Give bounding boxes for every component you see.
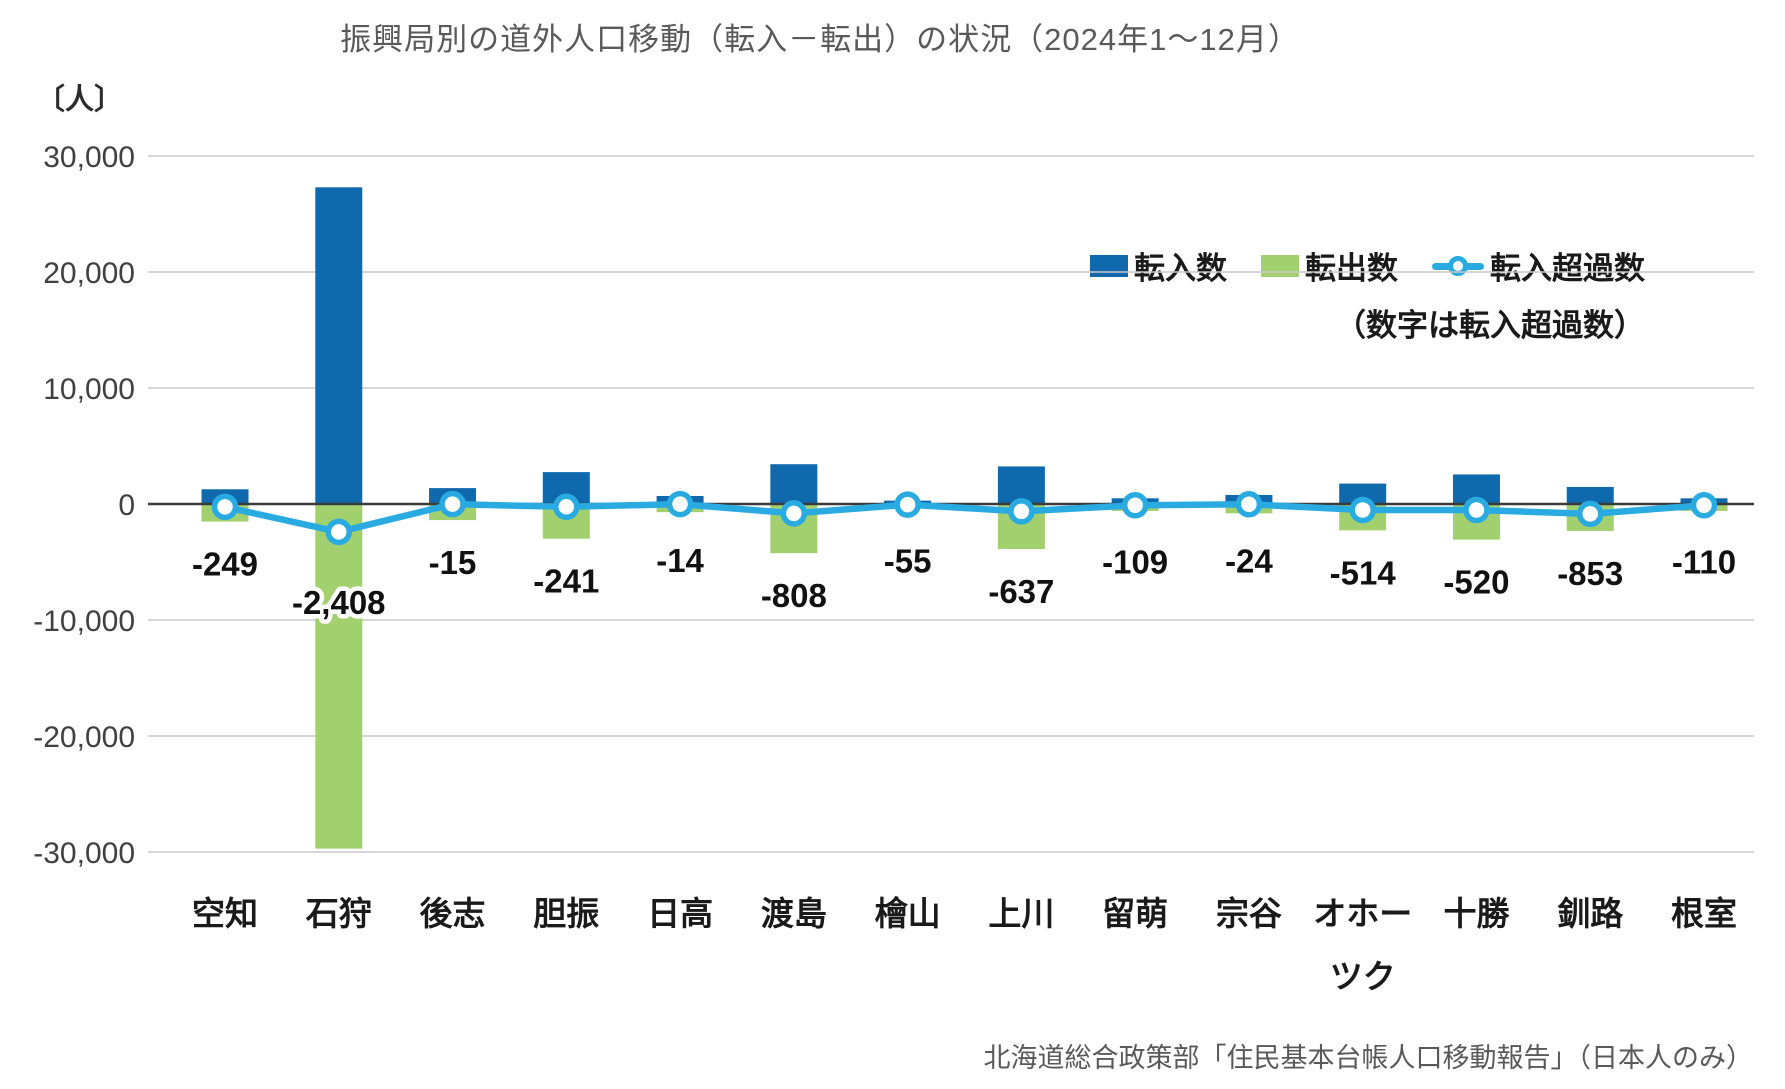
data-label: -249 — [192, 546, 258, 583]
net-marker — [1349, 496, 1376, 524]
y-tick-label: 0 — [118, 489, 135, 522]
legend-label-net: 転入超過数 — [1490, 251, 1645, 286]
bar-in — [770, 464, 818, 504]
legend-item-in: 転入数 — [1090, 243, 1227, 288]
data-label: -514 — [1330, 554, 1397, 591]
category-label: ツク — [1330, 958, 1396, 995]
legend-dot-icon — [1448, 255, 1468, 276]
legend-item-net: 転入超過数 — [1432, 243, 1645, 288]
data-label: -241 — [533, 563, 599, 600]
net-marker — [780, 500, 808, 527]
y-tick-label: -10,000 — [33, 605, 135, 638]
net-marker — [211, 493, 239, 521]
legend-line-marker-icon — [1432, 254, 1484, 278]
category-label: 檜山 — [875, 895, 941, 932]
data-label: -808 — [761, 577, 827, 614]
category-label: 宗谷 — [1216, 895, 1282, 932]
legend-swatch-out-icon — [1261, 254, 1299, 277]
category-label: 石狩 — [305, 895, 372, 932]
bar-in — [1339, 483, 1387, 504]
net-marker — [325, 518, 353, 546]
category-label: 空知 — [192, 895, 258, 932]
category-label: 十勝 — [1443, 895, 1510, 932]
data-label: -637 — [988, 573, 1054, 610]
bar-in — [997, 466, 1045, 504]
data-label: -14 — [656, 542, 704, 579]
category-label: 留萌 — [1102, 895, 1168, 932]
data-label: -2,408 — [292, 584, 386, 621]
net-marker — [1235, 491, 1263, 518]
data-label: -520 — [1443, 564, 1509, 601]
category-label: オホー — [1313, 895, 1412, 932]
data-label: -24 — [1225, 542, 1273, 579]
category-label: 後志 — [420, 895, 486, 932]
net-marker — [1576, 500, 1604, 528]
legend-label-in: 転入数 — [1134, 251, 1227, 286]
net-marker — [666, 490, 694, 518]
bar-in — [315, 187, 363, 504]
legend-note: （数字は転入超過数） — [1335, 308, 1645, 343]
net-line — [221, 500, 1708, 536]
y-tick-label: -20,000 — [33, 721, 135, 754]
y-axis-unit-label: 〔人〕 — [36, 84, 124, 116]
category-label: 日高 — [647, 895, 713, 932]
net-marker — [553, 493, 580, 521]
data-label: -55 — [884, 543, 932, 580]
y-tick-label: 30,000 — [43, 141, 135, 174]
source-note: 北海道総合政策部「住民基本台帳人口移動報告」（日本人のみ） — [983, 1043, 1754, 1073]
net-marker — [894, 491, 921, 518]
category-label: 根室 — [1671, 895, 1737, 932]
category-label: 上川 — [988, 895, 1054, 932]
bar-out — [315, 504, 363, 849]
legend-label-out: 転出数 — [1305, 251, 1398, 286]
net-marker — [1121, 492, 1149, 519]
y-tick-label: 20,000 — [43, 257, 135, 290]
category-label: 渡島 — [761, 895, 827, 932]
data-label: -110 — [1672, 543, 1736, 580]
legend: 転入数 転出数 転入超過数 — [1090, 243, 1645, 288]
chart-title: 振興局別の道外人口移動（転入－転出）の状況（2024年1～12月） — [340, 22, 1300, 57]
category-label: 胆振 — [533, 895, 599, 932]
bar-in — [1566, 486, 1614, 504]
y-tick-label: -30,000 — [33, 837, 135, 870]
net-marker — [1008, 498, 1035, 525]
net-marker — [439, 490, 466, 518]
net-marker — [1463, 496, 1490, 524]
legend-item-out: 転出数 — [1261, 243, 1398, 288]
data-label: -15 — [429, 544, 477, 581]
data-label: -853 — [1557, 555, 1623, 592]
net-marker — [1690, 492, 1718, 519]
legend-swatch-in-icon — [1090, 254, 1128, 277]
data-label: -109 — [1102, 543, 1168, 580]
y-tick-label: 10,000 — [43, 373, 135, 406]
category-label: 釧路 — [1557, 895, 1624, 932]
